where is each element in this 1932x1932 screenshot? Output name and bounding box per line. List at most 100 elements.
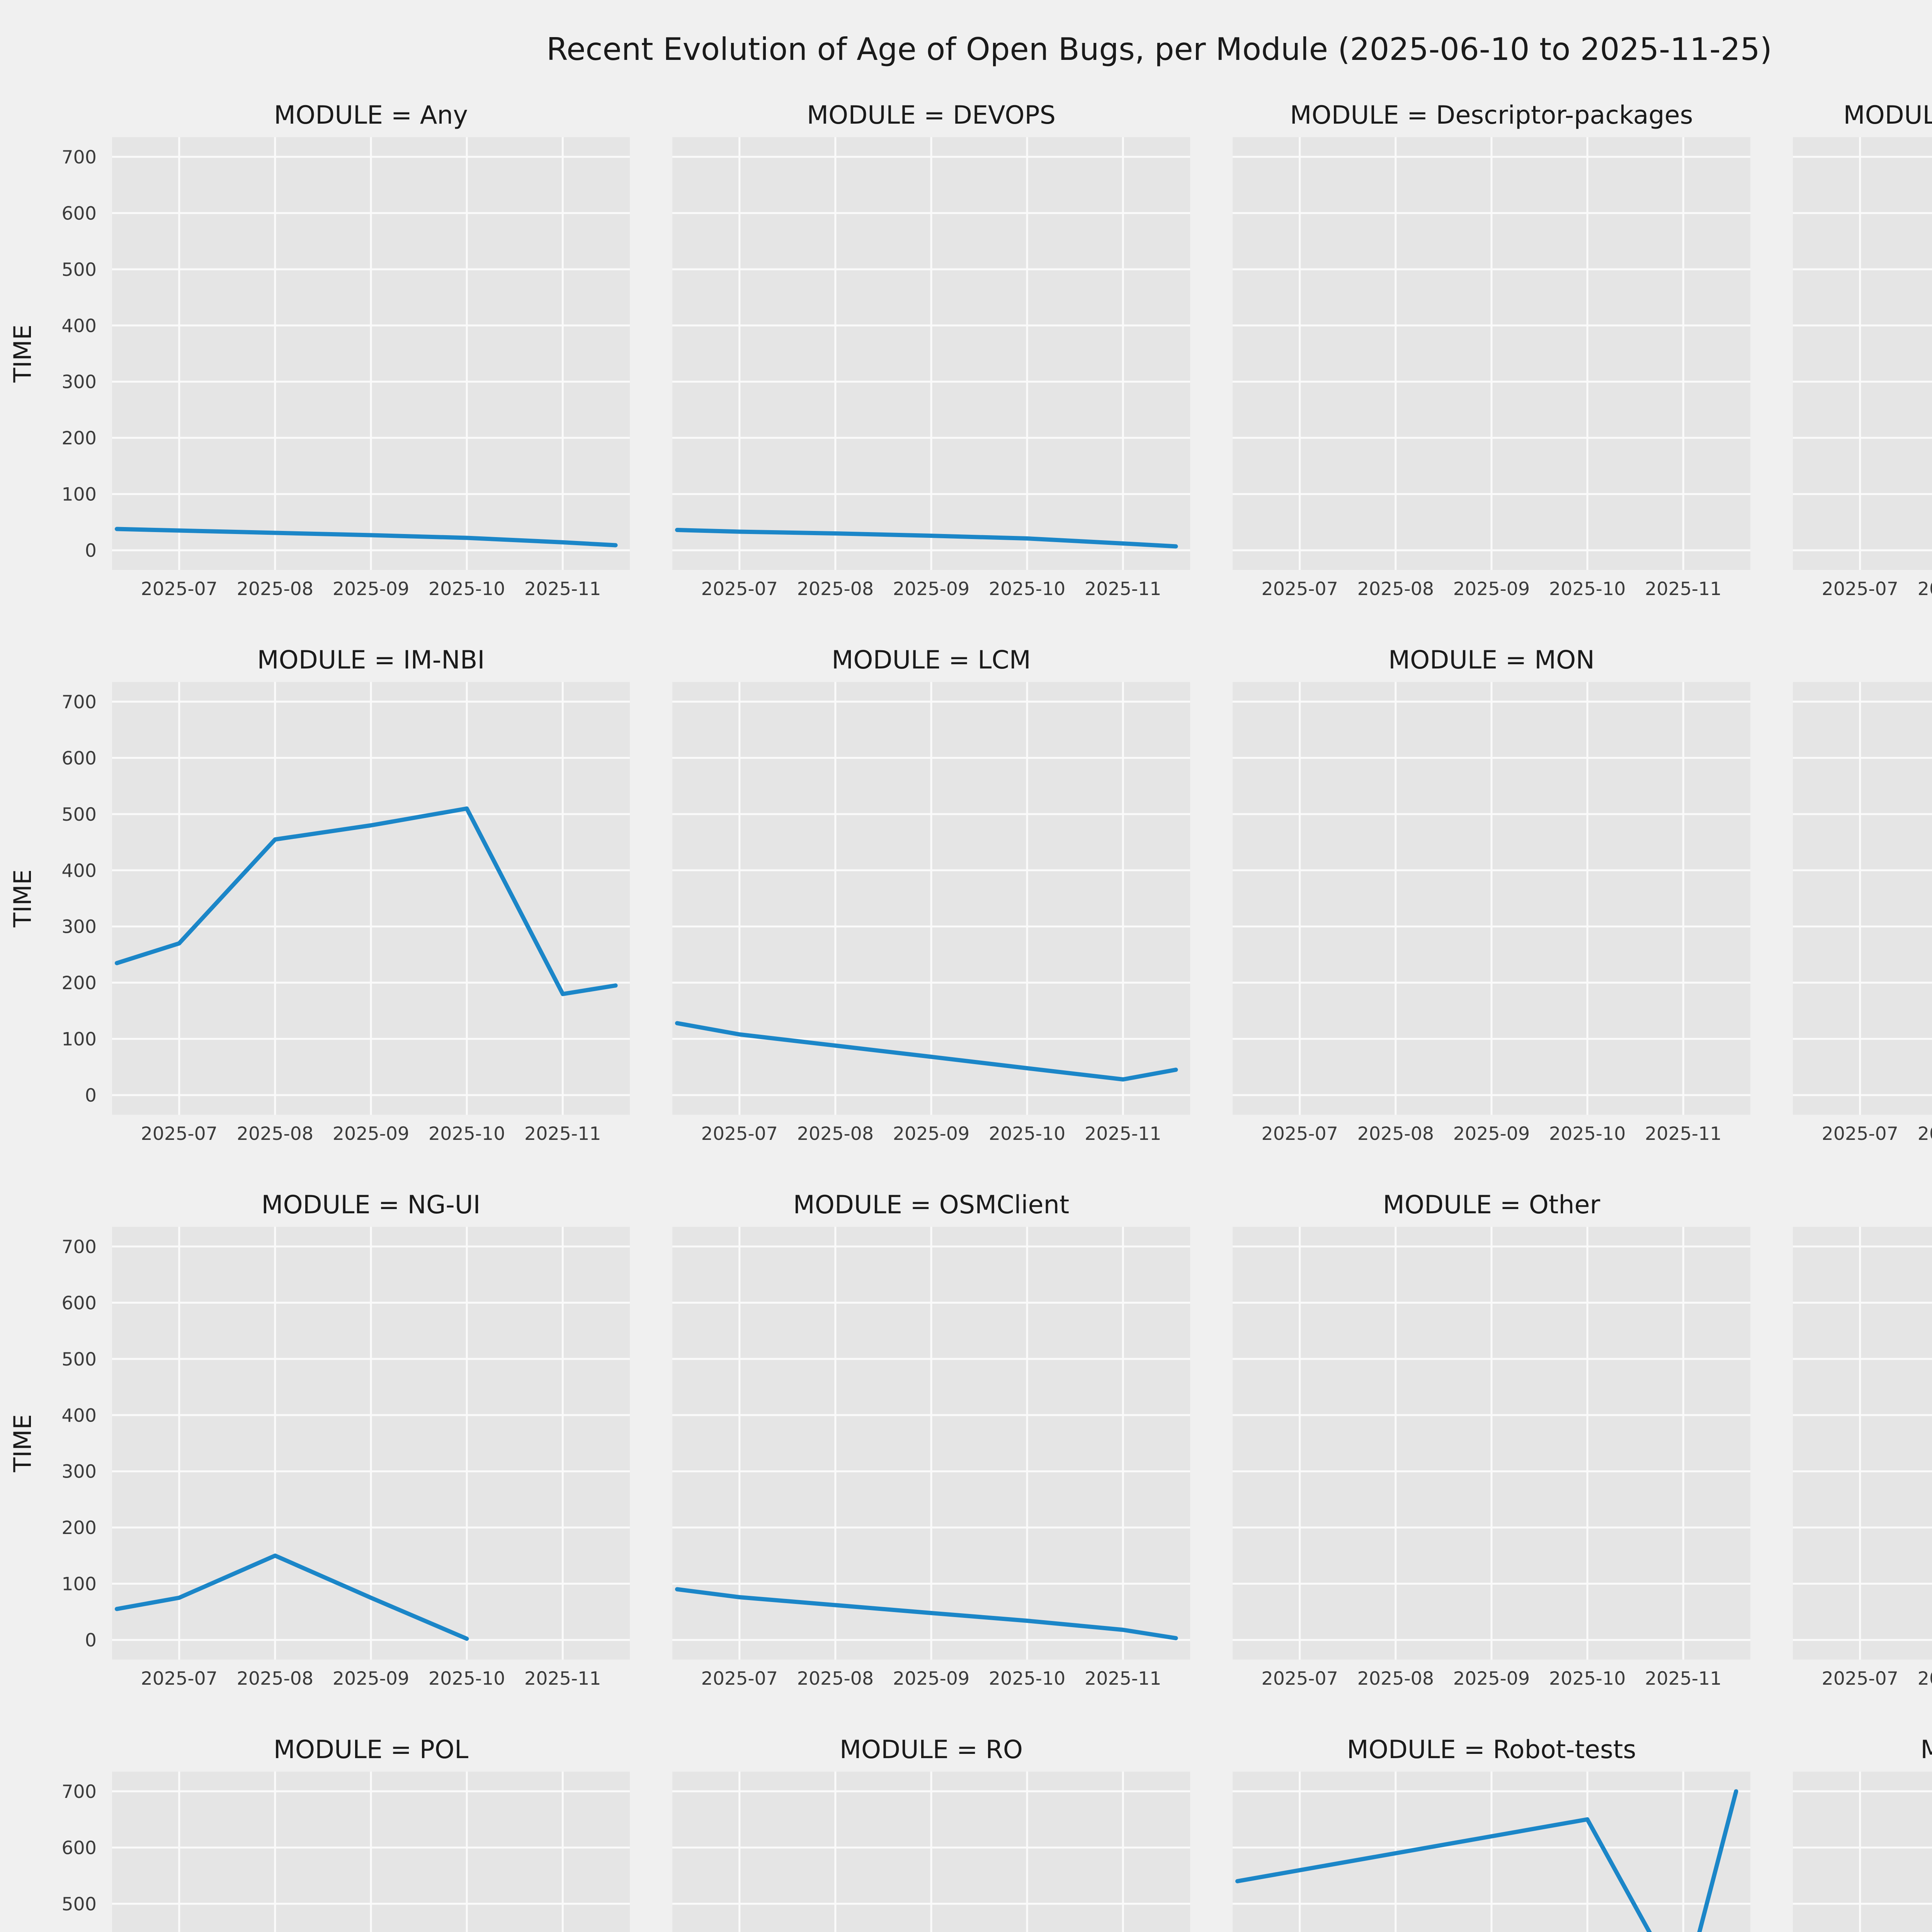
y-tick-label: 400 [61, 1405, 97, 1426]
y-tick-label: 500 [61, 259, 97, 281]
facet-title: MODULE = N2VC [1793, 643, 1932, 682]
x-tick-label: 2025-10 [429, 1123, 505, 1145]
x-tick-label: 2025-10 [1549, 1668, 1626, 1689]
x-tick-label: 2025-11 [1645, 578, 1721, 600]
x-tick-label: 2025-11 [524, 1668, 601, 1689]
facet-title: MODULE = IM-NBI [257, 647, 485, 676]
facet-pla: MODULE = PLA2025-072025-082025-092025-10… [1793, 1188, 1932, 1698]
facet-title: MODULE = LCM [832, 647, 1031, 676]
facet-unknown: MODULE = Unknown2025-072025-082025-09202… [1793, 1733, 1932, 1932]
plot-background [1793, 682, 1932, 1115]
y-tick-label: 0 [85, 540, 97, 561]
line-series [115, 806, 618, 996]
facet-title: MODULE = Other [1383, 1192, 1600, 1221]
x-tick-label: 2025-09 [893, 1668, 969, 1689]
x-tick-label: 2025-08 [237, 1123, 313, 1145]
facet-title: MODULE = NG-UI [261, 1192, 481, 1221]
x-tick-label: 2025-08 [1357, 1123, 1434, 1145]
y-tick-label: 100 [61, 484, 97, 505]
facet-lcm: MODULE = LCM 2025-07 2025-08 2025-09 2025-10… [672, 643, 1190, 1153]
x-tick-label: 2025-07 [1261, 578, 1338, 600]
facet-other: MODULE = Other 2025-07 2025-08 2025-09 2025-… [1233, 1188, 1750, 1698]
facet-ro: MODULE = RO 2025-072025-082025-092025-102… [672, 1733, 1190, 1932]
facet-pol: MODULE = POL01002003004005006007002025-0… [61, 1733, 630, 1932]
x-tick-label: 2025-09 [333, 578, 409, 600]
x-tick-label: 2025-11 [1085, 1123, 1161, 1145]
facet-title: MODULE = Unknown [1793, 1733, 1932, 1772]
x-tick-label: 2025-08 [797, 578, 874, 600]
x-tick-label: 2025-07 [1261, 1123, 1338, 1145]
y-tick-label: 700 [61, 147, 97, 168]
facet-plot: 01002003004005006007002025-072025-082025… [61, 1772, 630, 1932]
facet-title: MODULE = Any [274, 102, 468, 131]
facet-title: MODULE = MON [1388, 647, 1595, 676]
x-tick-label: 2025-09 [893, 578, 969, 600]
facet-grid: MODULE = Any 0 100 200 300 400 500 600 700 2025-0… [0, 99, 1932, 1932]
x-tick-label: 2025-10 [989, 1123, 1065, 1145]
line-series [115, 527, 618, 548]
x-tick-label: 2025-10 [429, 578, 505, 600]
y-tick-label: 500 [61, 1894, 97, 1915]
plot-background [1793, 137, 1932, 570]
x-tick-label: 2025-10 [989, 578, 1065, 600]
y-tick-label: 500 [61, 1349, 97, 1370]
y-axis-label: TIME [9, 1414, 37, 1473]
y-tick-label: 100 [61, 1574, 97, 1595]
x-tick-label: 2025-08 [797, 1668, 874, 1689]
x-tick-label: 2025-07 [1261, 1668, 1338, 1689]
facet-robot-tests: MODULE = Robot-tests 2025-072025-082025-0… [1233, 1733, 1750, 1932]
x-tick-label: 2025-09 [1453, 1123, 1530, 1145]
line-series [115, 1553, 469, 1641]
y-tick-label: 400 [61, 860, 97, 881]
facet-title: MODULE = Robot-tests [1347, 1737, 1636, 1766]
x-tick-label: 2025-07 [1821, 1123, 1898, 1145]
facet-im-nbi: MODULE = IM-NBI 0 100 200 300 400 500 600 700 202… [9, 643, 630, 1153]
x-tick-label: 2025-08 [797, 1123, 874, 1145]
y-tick-label: 100 [61, 1029, 97, 1050]
y-tick-label: 700 [61, 692, 97, 713]
x-tick-label: 2025-08 [1918, 1123, 1932, 1145]
x-tick-label: 2025-09 [333, 1123, 409, 1145]
x-tick-label: 2025-07 [141, 1668, 217, 1689]
x-tick-label: 2025-07 [141, 578, 217, 600]
x-tick-label: 2025-07 [701, 1123, 777, 1145]
x-tick-label: 2025-11 [1085, 1668, 1161, 1689]
line-series [1235, 1789, 1738, 1932]
y-tick-label: 0 [85, 1630, 97, 1651]
facet-n2vc: MODULE = N2VC2025-072025-082025-092025-1… [1793, 643, 1932, 1153]
x-tick-label: 2025-07 [1821, 1668, 1898, 1689]
y-tick-label: 300 [61, 917, 97, 938]
y-tick-label: 0 [85, 1085, 97, 1106]
line-series [675, 1021, 1178, 1082]
y-tick-label: 600 [61, 1293, 97, 1314]
x-tick-label: 2025-08 [1918, 1668, 1932, 1689]
x-tick-label: 2025-11 [1085, 578, 1161, 600]
x-tick-label: 2025-10 [1549, 1123, 1626, 1145]
plot-background [1793, 1227, 1932, 1660]
x-tick-label: 2025-08 [1357, 1668, 1434, 1689]
facet-plot: 2025-07 2025-08 2025-09 2025-10 2025-11 [672, 682, 1190, 1145]
facet-title: MODULE = RO [839, 1737, 1023, 1766]
x-tick-label: 2025-07 [701, 1668, 777, 1689]
y-axis-label: TIME [9, 869, 37, 928]
facet-title: MODULE = PLA [1793, 1188, 1932, 1227]
x-tick-label: 2025-08 [237, 1668, 313, 1689]
facet-title: MODULE = OSMClient [793, 1192, 1070, 1221]
facet-any: MODULE = Any 0 100 200 300 400 500 600 700 2025-0… [9, 99, 630, 609]
y-axis-label: TIME [9, 325, 37, 383]
x-tick-label: 2025-09 [893, 1123, 969, 1145]
y-tick-label: 500 [61, 804, 97, 825]
x-tick-label: 2025-11 [524, 578, 601, 600]
